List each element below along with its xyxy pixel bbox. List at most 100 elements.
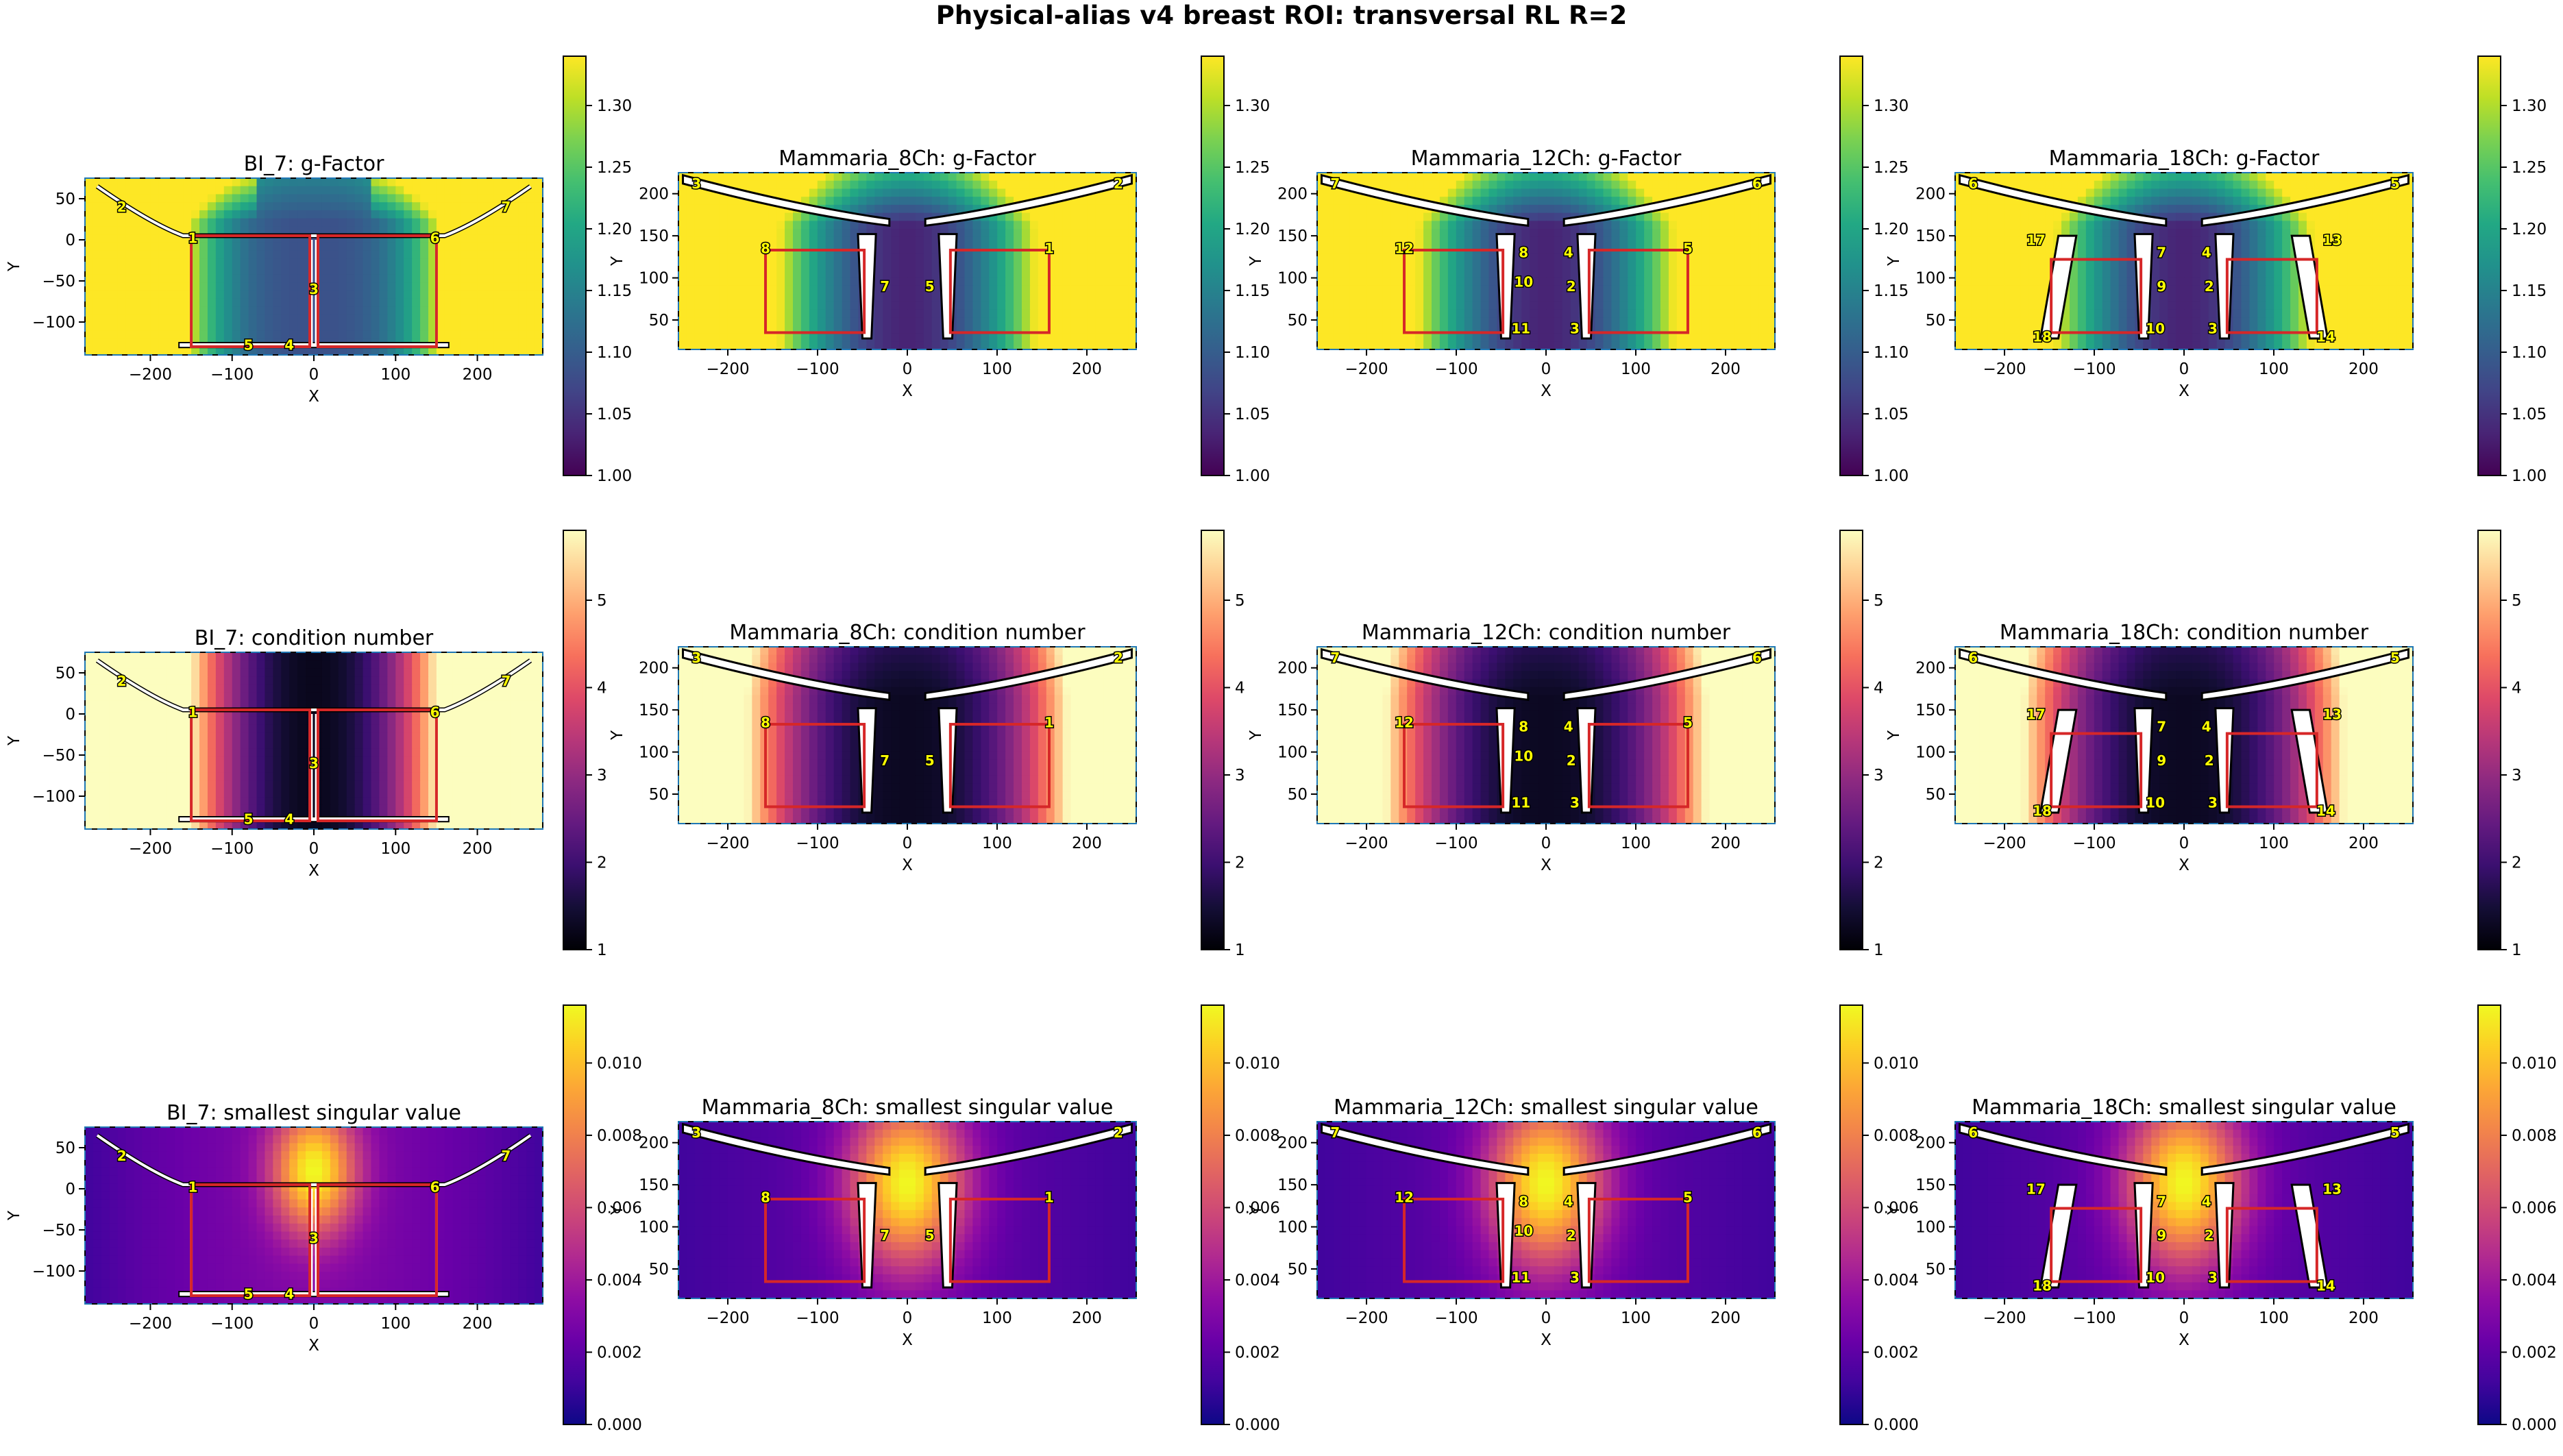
colorbar-tick-label: 1.00 [1235,467,1270,485]
heatmap-cell [395,186,404,195]
heatmap-cell [1005,277,1014,286]
heatmap-cell [1432,277,1440,286]
heatmap-cell [1480,197,1490,206]
heatmap-cell [1644,301,1653,310]
heatmap-cell [2126,317,2136,326]
heatmap-cell [817,269,826,278]
heatmap-cell [1767,293,1776,302]
heatmap-cell [1676,293,1686,302]
heatmap-cell [1112,325,1120,334]
heatmap-cell [2028,261,2037,270]
heatmap-cell [2085,236,2095,246]
heatmap-cell [2339,204,2349,214]
coil-plate-inner [937,233,958,340]
heatmap-cell [1644,221,1653,230]
heatmap-cell [800,229,810,238]
heatmap-cell [2364,253,2372,262]
heatmap-cell [874,197,883,206]
heatmap-cell [2266,277,2274,286]
heatmap-cell [2322,221,2332,230]
heatmap-cell [989,333,998,342]
heatmap-cell [183,258,192,267]
heatmap-cell [232,178,241,187]
heatmap-cell [1644,212,1653,221]
heatmap-cell [907,212,916,221]
heatmap-cell [817,236,826,246]
heatmap-cell [175,258,184,267]
heatmap-cell [142,226,151,235]
heatmap-cell [1447,180,1457,190]
heatmap-cell [281,347,290,356]
heatmap-cell [363,306,372,315]
heatmap-cell [314,202,323,211]
heatmap-cell [1996,236,2005,246]
heatmap-cell [686,325,696,334]
heatmap-cell [1415,188,1424,197]
heatmap-cell [1358,173,1367,182]
heatmap-cell [93,250,102,259]
heatmap-cell [1472,261,1482,270]
heatmap-cell [289,210,298,219]
heatmap-cell [1570,261,1580,270]
heatmap-cell [1464,341,1473,350]
heatmap-cell [2355,261,2365,270]
heatmap-cell [2037,204,2046,214]
heatmap-cell [1505,188,1514,197]
heatmap-cell [702,309,712,318]
heatmap-cell [809,173,818,182]
heatmap-cell [1112,301,1120,310]
heatmap-cell [412,242,421,251]
heatmap-cell [2045,236,2054,246]
heatmap-cell [2282,301,2291,310]
heatmap-cell [1079,197,1088,206]
heatmap-cell [142,274,151,284]
heatmap-cell [1693,253,1702,262]
coil-label: 7 [501,199,511,215]
heatmap-cell [2257,309,2266,318]
heatmap-cell [354,186,364,195]
heatmap-cell [1521,269,1530,278]
heatmap-cell [1087,325,1096,334]
heatmap-cell [158,323,167,332]
heatmap-cell [289,347,298,356]
heatmap-cell [175,267,184,275]
heatmap-cell [485,323,495,332]
heatmap-cell [1628,188,1636,197]
heatmap-cell [1358,212,1367,221]
heatmap-cell [686,236,696,246]
heatmap-cell [809,261,818,270]
heatmap-cell [2388,221,2397,230]
heatmap-cell [273,282,282,291]
heatmap-cell [2364,293,2372,302]
heatmap-cell [1652,236,1661,246]
heatmap-cell [134,194,143,203]
heatmap-cell [1660,269,1669,278]
heatmap-cell [354,274,364,284]
heatmap-cell [2077,173,2087,182]
heatmap-cell [2176,309,2185,318]
heatmap-cell [232,218,241,227]
heatmap-cell [1619,301,1628,310]
heatmap-cell [1955,293,1964,302]
heatmap-cell [207,226,217,235]
heatmap-cell [1022,229,1031,238]
heatmap-cell [1366,333,1375,342]
heatmap-cell [1472,236,1482,246]
heatmap-cell [2249,317,2258,326]
heatmap-cell [2110,261,2120,270]
heatmap-cell [2151,277,2160,286]
heatmap-cell [678,188,687,197]
heatmap-cell [2339,261,2349,270]
heatmap-cell [1979,269,1989,278]
heatmap-cell [2110,309,2120,318]
heatmap-cell [1521,261,1530,270]
heatmap-cell [2396,285,2405,294]
heatmap-cell [1095,221,1104,230]
heatmap-cell [1423,317,1432,326]
heatmap-cell [1684,309,1694,318]
heatmap-cell [1054,341,1064,350]
heatmap-cell [85,186,94,195]
heatmap-cell [444,218,454,227]
heatmap-cell [1521,173,1530,182]
